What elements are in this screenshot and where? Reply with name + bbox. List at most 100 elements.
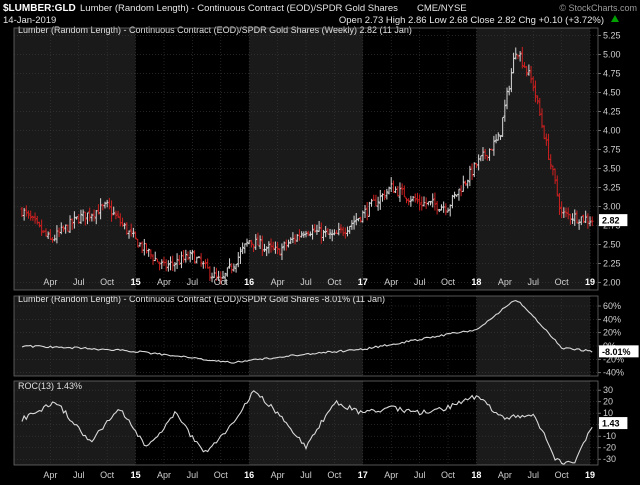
price-bar [579,216,583,225]
price-bar [468,165,472,187]
chart-description: Lumber (Random Length) - Continuous Cont… [80,3,398,14]
price-bar [376,196,380,211]
price-bar [123,222,127,230]
y-tick-label: 60% [603,301,621,311]
price-bar [27,210,30,219]
y-tick-label: -10 [603,431,616,441]
x-tick-label: Oct [214,470,229,480]
x-tick-label: Jul [300,470,312,480]
x-tick-label: Apr [271,470,285,480]
price-bar [311,224,314,240]
price-bar [223,272,227,285]
price-bar [158,261,162,271]
x-tick-label: Apr [498,470,512,480]
price-bar [385,188,389,200]
price-bar [184,249,188,263]
chart-exchange: CME/NYSE [417,3,467,14]
x-tick-label: Oct [327,277,342,287]
price-bar [134,231,137,240]
last-value-label: -8.01% [602,347,631,357]
price-bar [531,76,535,92]
x-tick-label: Apr [157,470,171,480]
price-bar [444,203,448,216]
y-tick-label: -20% [603,354,624,364]
price-bar [164,259,168,272]
year-band [14,381,136,465]
x-axis: Apr Apr Jul Jul Oct Oct 15 15 Apr Apr Jul Jul Oct Oct… [43,277,595,480]
price-bar [249,239,253,248]
price-bar [171,255,175,272]
y-tick-label: 5.25 [603,31,621,41]
x-tick-label: 19 [585,277,595,287]
price-bar [110,200,113,222]
price-bar [88,207,92,222]
price-bar [352,215,356,230]
price-bar [199,253,203,267]
roc-panel: ROC(13) 1.43% -30-20-1001020301.43 [18,381,628,465]
price-bar [29,210,33,221]
price-bar [193,250,196,264]
y-tick-label: 3.50 [603,163,621,173]
price-bar [225,267,229,277]
price-bar [204,259,207,269]
y-tick-label: 4.25 [603,107,621,117]
price-bar [195,256,199,264]
x-tick-label: Apr [271,277,285,287]
x-tick-label: Oct [100,277,115,287]
x-tick-label: Oct [555,470,570,480]
performance-panel: Lumber (Random Length) - Continuous Cont… [18,294,639,378]
y-tick-label: -40% [603,368,624,378]
y-tick-label: 4.00 [603,126,621,136]
y-tick-label: 4.75 [603,69,621,79]
price-bar [35,215,39,225]
price-bar [363,204,367,219]
price-bar [361,210,365,223]
price-bar [260,235,264,257]
price-bar [407,198,411,206]
price-bar [72,211,76,229]
price-bar [138,242,142,247]
price-bar [197,256,201,259]
price-bar [499,135,502,140]
year-band [249,28,363,290]
price-bar [564,207,568,218]
y-tick-label: 2.00 [603,277,621,287]
price-bar [208,266,212,281]
price-bar [416,192,419,204]
price-bar [553,168,557,185]
price-bar [256,232,260,246]
performance-legend: Lumber (Random Length) - Continuous Cont… [18,294,385,304]
price-bar [83,211,87,226]
price-bar [304,230,308,238]
price-bar [549,154,553,170]
price-bar [186,251,190,261]
price-bar [263,243,266,252]
x-tick-label: Jul [527,470,539,480]
price-bar [175,253,179,270]
price-bar [182,250,186,263]
panel-frame [13,27,599,291]
price-bar [287,239,290,248]
chart-symbol: $LUMBER:GLD [3,3,76,14]
price-bar [97,204,100,215]
performance-y-axis: -40%-20%0%20%40%60%-8.01% [598,301,639,378]
x-tick-label: Oct [441,470,456,480]
price-bar [136,238,140,248]
price-bar [431,193,435,208]
price-panel: Lumber (Random Length) - Continuous Cont… [18,25,628,287]
x-tick-label: Apr [43,470,57,480]
price-bar [337,222,341,236]
last-value-tag: -8.01% [599,345,639,358]
price-bar [160,259,164,270]
price-bar [44,228,48,237]
price-bar [94,210,98,225]
price-bar [357,218,360,222]
price-bar [527,64,531,76]
price-bar [38,221,41,228]
price-bar [228,258,231,269]
price-bar [147,248,151,257]
price-bar [245,238,249,247]
price-bar [586,213,590,229]
price-bar [129,223,133,237]
y-tick-label: 2.25 [603,258,621,268]
